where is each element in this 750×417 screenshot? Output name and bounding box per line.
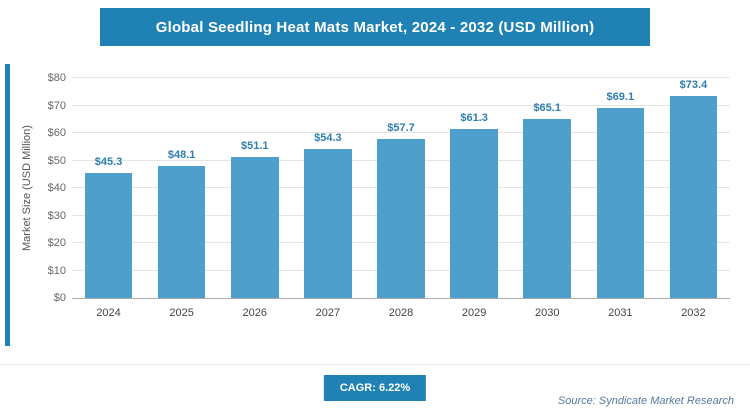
x-tick-label: 2024 xyxy=(96,307,121,319)
bar-slot: $69.1 xyxy=(584,78,657,298)
y-tick-label: $40 xyxy=(47,182,66,194)
bar xyxy=(157,165,206,298)
x-tick-label: 2031 xyxy=(608,307,633,319)
cagr-badge: CAGR: 6.22% xyxy=(323,375,427,401)
gridline xyxy=(72,132,730,133)
x-tick-label: 2026 xyxy=(242,307,268,319)
y-tick-label: $0 xyxy=(53,292,66,304)
bar-value-label: $61.3 xyxy=(460,112,488,125)
x-tick-label: 2030 xyxy=(534,307,560,319)
x-tick-label: 2032 xyxy=(681,307,706,319)
y-tick-label: $70 xyxy=(47,99,66,112)
bar xyxy=(450,129,498,298)
bar-value-label: $45.3 xyxy=(94,156,123,169)
bar-slot: $51.1 xyxy=(218,78,291,298)
bar xyxy=(304,148,352,298)
bar xyxy=(669,96,718,298)
bar xyxy=(84,173,133,298)
bar xyxy=(377,139,425,298)
bar-slot: $48.1 xyxy=(145,78,218,298)
y-tick-label: $10 xyxy=(47,264,66,277)
gridline xyxy=(72,104,730,106)
x-tick-label: 2027 xyxy=(315,307,341,319)
x-tick-label: 2029 xyxy=(461,307,487,319)
y-tick-label: $20 xyxy=(47,237,66,249)
bar-value-label: $57.7 xyxy=(387,122,415,135)
bar-slot: $61.3 xyxy=(438,78,511,298)
bar xyxy=(596,107,645,298)
bar-value-label: $69.1 xyxy=(606,90,635,103)
y-axis-ticks: $0 $10 $20 $30 $40 $50 $60 $70 $80 xyxy=(36,72,72,304)
y-tick-label: $80 xyxy=(47,72,66,84)
left-accent-bar xyxy=(5,64,10,346)
y-tick-label: $50 xyxy=(47,154,66,167)
bar-value-label: $51.1 xyxy=(241,140,269,153)
plot-wrap: $45.3 $48.1 $51.1 $54.3 $57.7 $61.3 $65.1 $69.1… xyxy=(72,77,730,319)
bar xyxy=(523,118,571,298)
y-tick-label: $30 xyxy=(47,209,66,222)
x-axis-labels: 2024 2025 2026 2027 2028 2029 2030 2031 2032 xyxy=(72,307,730,319)
gridline xyxy=(72,77,730,78)
y-axis-title: Market Size (USD Million) xyxy=(21,125,33,251)
x-tick-label: 2028 xyxy=(388,307,414,319)
bar-value-label: $65.1 xyxy=(533,101,561,114)
chart-footer: CAGR: 6.22% Source: Syndicate Market Res… xyxy=(0,364,750,417)
chart-title-bar: Global Seedling Heat Mats Market, 2024 -… xyxy=(100,8,650,46)
source-text: Source: Syndicate Market Research xyxy=(557,395,734,407)
bar-slot: $54.3 xyxy=(291,78,364,298)
bar-slot: $45.3 xyxy=(72,78,145,298)
chart-title: Global Seedling Heat Mats Market, 2024 -… xyxy=(155,18,595,36)
bar-slot: $65.1 xyxy=(511,78,584,298)
bar-value-label: $54.3 xyxy=(314,131,342,144)
bars-container: $45.3 $48.1 $51.1 $54.3 $57.7 $61.3 $65.1 $69.1… xyxy=(72,78,730,298)
y-tick-label: $60 xyxy=(47,127,66,139)
bar-slot: $73.4 xyxy=(657,78,730,298)
bar-slot: $57.7 xyxy=(364,78,437,298)
plot-area: $45.3 $48.1 $51.1 $54.3 $57.7 $61.3 $65.1 $69.1… xyxy=(72,77,730,299)
bar xyxy=(231,157,279,298)
bar-value-label: $48.1 xyxy=(167,148,196,161)
x-tick-label: 2025 xyxy=(169,307,194,319)
bar-chart: Market Size (USD Million) $0 $10 $20 $30 $40… xyxy=(18,72,730,340)
bar-value-label: $73.4 xyxy=(679,79,708,92)
